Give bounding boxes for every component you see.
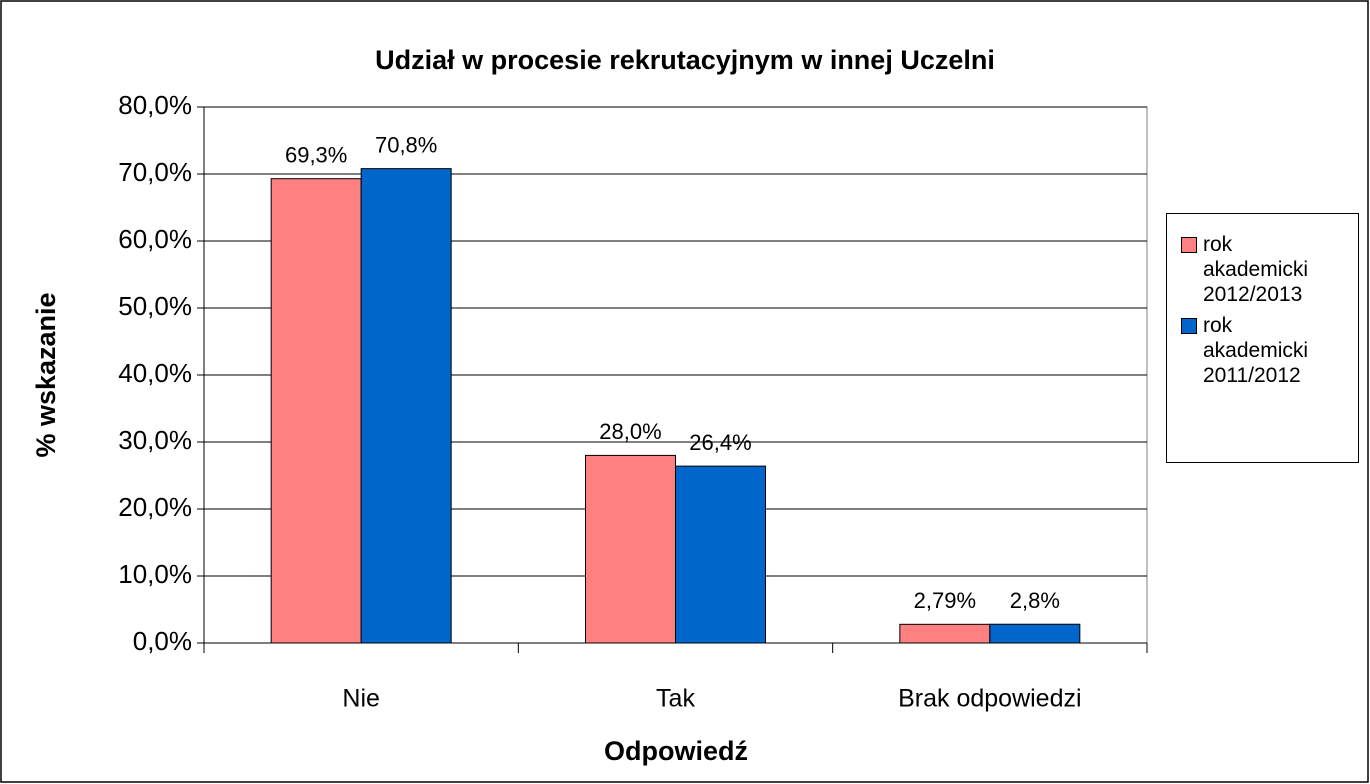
- y-axis-title: % wskazanie: [31, 292, 61, 457]
- x-axis-title: Odpowiedź: [604, 736, 748, 766]
- bar: [675, 465, 766, 644]
- data-label: 2,8%: [1010, 588, 1060, 613]
- x-tick-label: Tak: [656, 685, 695, 713]
- y-tick-label: 80,0%: [118, 90, 192, 120]
- legend: rok akademicki 2012/2013 rok akademicki 2…: [1166, 213, 1359, 463]
- legend-item: rok akademicki 2012/2013: [1181, 232, 1352, 307]
- bar: [585, 454, 676, 644]
- data-label: 70,8%: [375, 132, 437, 157]
- data-label: 2,79%: [914, 588, 976, 613]
- x-tick-label: Brak odpowiedzi: [898, 685, 1081, 713]
- legend-label: rok akademicki 2012/2013: [1203, 233, 1309, 306]
- chart-title: Udział w procesie rekrutacyjnym w innej …: [375, 45, 995, 75]
- legend-swatch: [1181, 318, 1197, 334]
- y-tick-label: 60,0%: [118, 224, 192, 254]
- y-tick-label: 40,0%: [118, 358, 192, 388]
- bar: [989, 623, 1081, 644]
- legend-label: rok akademicki 2011/2012: [1203, 314, 1309, 387]
- bar: [270, 178, 362, 644]
- y-tick-label: 10,0%: [118, 559, 192, 589]
- bar: [899, 623, 991, 644]
- data-label: 26,4%: [689, 430, 751, 455]
- data-label: 28,0%: [599, 419, 661, 444]
- y-tick-label: 70,0%: [118, 157, 192, 187]
- legend-swatch: [1181, 237, 1197, 253]
- y-tick-label: 20,0%: [118, 492, 192, 522]
- legend-item: rok akademicki 2011/2012: [1181, 313, 1352, 388]
- bar: [360, 168, 452, 644]
- x-tick-label: Nie: [342, 685, 380, 713]
- data-label: 69,3%: [285, 143, 347, 168]
- y-tick-label: 0,0%: [133, 626, 192, 656]
- y-tick-label: 30,0%: [118, 425, 192, 455]
- y-tick-label: 50,0%: [118, 291, 192, 321]
